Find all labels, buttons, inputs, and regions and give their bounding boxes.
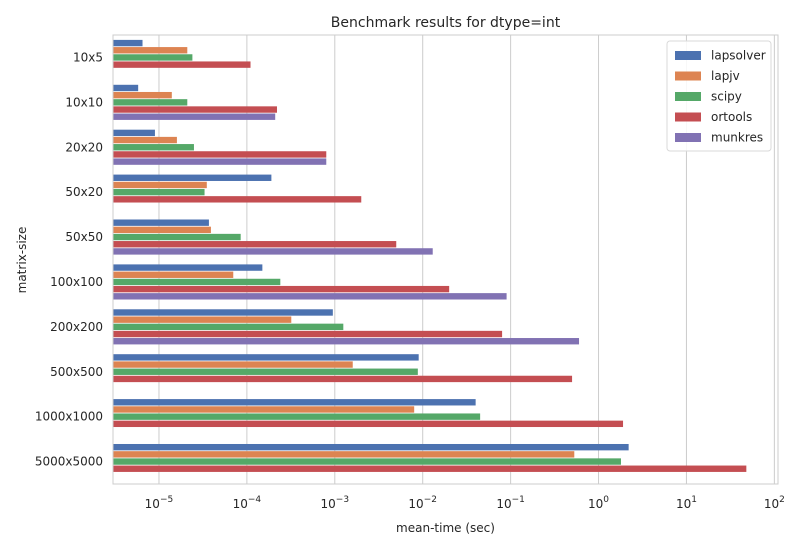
chart-title: Benchmark results for dtype=int: [331, 15, 561, 31]
bar-lapsolver: [113, 84, 139, 92]
bar-lapsolver: [113, 264, 263, 271]
bar-lapjv: [113, 361, 353, 368]
bar-scipy: [113, 278, 281, 286]
y-tick-label: 10x5: [73, 50, 103, 64]
x-tick-label: 10−3: [321, 495, 350, 511]
y-tick-label: 10x10: [65, 95, 103, 109]
legend-swatch: [675, 71, 701, 81]
bar-lapsolver: [113, 443, 629, 451]
bar-ortools: [113, 151, 327, 158]
legend-swatch: [675, 92, 701, 101]
y-tick-label: 1000x1000: [35, 410, 103, 424]
y-axis-label: matrix-size: [15, 227, 29, 294]
x-tick-labels: 10−5 10−4 10−3 10−2 10−1 100 101 102: [145, 495, 785, 511]
legend-box: [666, 40, 772, 152]
plot-frame: [112, 34, 779, 485]
x-tick-label: 102: [764, 495, 785, 511]
x-axis-label: mean-time (sec): [396, 521, 495, 535]
legend-swatch: [675, 112, 701, 122]
y-tick-label: 5000x5000: [35, 455, 103, 469]
bar-lapsolver: [113, 129, 155, 137]
bar-scipy: [113, 144, 194, 151]
bar-munkres: [113, 113, 276, 120]
legend-label: lapjv: [711, 69, 740, 83]
bar-scipy: [113, 458, 621, 465]
legend-label: lapsolver: [711, 49, 766, 63]
bars: [112, 34, 779, 485]
bar-munkres: [113, 158, 327, 165]
bar-scipy: [113, 323, 344, 331]
legend-label: scipy: [711, 90, 742, 104]
x-tick-label: 10−5: [145, 495, 174, 511]
bar-lapsolver: [113, 174, 272, 181]
bar-ortools: [113, 420, 624, 428]
bar-scipy: [113, 368, 418, 375]
bar-munkres: [113, 293, 507, 300]
bar-scipy: [113, 413, 481, 420]
y-tick-label: 50x50: [65, 230, 103, 244]
bar-ortools: [113, 196, 362, 203]
bar-lapjv: [113, 451, 575, 458]
y-tick-label: 500x500: [50, 365, 103, 379]
bar-lapjv: [113, 181, 207, 189]
legend: lapsolver lapjv scipy ortools munkres: [666, 40, 772, 152]
y-tick-label: 100x100: [50, 275, 103, 289]
y-tick-label: 50x20: [65, 185, 103, 199]
bar-ortools: [113, 330, 503, 338]
bar-munkres: [113, 338, 580, 345]
legend-swatch: [675, 51, 701, 60]
bar-lapsolver: [113, 399, 476, 406]
bar-scipy: [113, 233, 241, 241]
bar-ortools: [113, 61, 251, 68]
bar-scipy: [113, 54, 193, 61]
x-tick-label: 10−1: [496, 495, 525, 511]
legend-label: munkres: [711, 131, 763, 145]
bar-lapjv: [113, 47, 188, 54]
x-tick-label: 100: [588, 495, 609, 511]
bar-lapsolver: [113, 219, 209, 226]
y-tick-label: 200x200: [50, 320, 103, 334]
legend-swatch: [675, 133, 701, 142]
bar-lapsolver: [113, 309, 333, 316]
bar-lapjv: [113, 91, 172, 99]
x-tick-label: 101: [676, 495, 697, 511]
bar-scipy: [113, 99, 188, 106]
bar-munkres: [113, 248, 433, 255]
y-tick-labels: 10x5 10x10 20x20 50x20 50x50 100x100 200x200 50…: [35, 50, 103, 468]
bar-lapsolver: [113, 39, 143, 47]
bar-lapjv: [113, 406, 415, 413]
bar-lapjv: [113, 316, 292, 323]
bar-lapjv: [113, 226, 211, 234]
legend-label: ortools: [711, 110, 752, 124]
bar-lapjv: [113, 271, 234, 278]
bar-lapjv: [113, 136, 177, 144]
y-tick-label: 20x20: [65, 140, 103, 154]
bar-lapsolver: [113, 354, 419, 361]
bar-ortools: [113, 465, 747, 472]
bar-ortools: [113, 285, 450, 293]
bar-ortools: [113, 106, 277, 113]
x-tick-label: 10−2: [408, 495, 437, 511]
x-tick-label: 10−4: [233, 495, 262, 511]
bar-scipy: [113, 188, 205, 196]
bar-ortools: [113, 375, 573, 383]
bar-ortools: [113, 241, 397, 248]
